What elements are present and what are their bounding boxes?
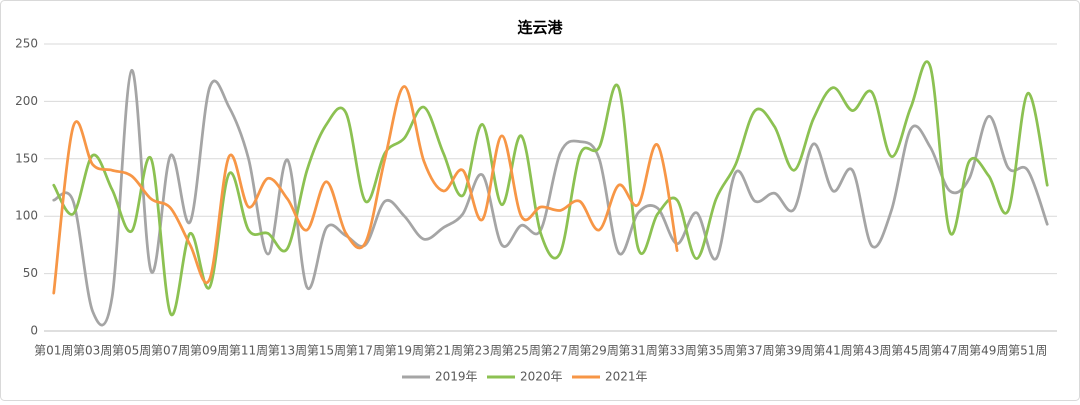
x-tick-label: 第25周	[502, 344, 541, 358]
x-tick-label: 第13周	[268, 344, 307, 358]
x-tick-label: 第43周	[852, 344, 891, 358]
series-line	[52, 85, 679, 295]
x-tick-label: 第01周	[34, 344, 73, 358]
series-line	[52, 60, 1049, 317]
x-tick-label: 第31周	[619, 344, 658, 358]
x-tick-label: 第51周	[1008, 344, 1047, 358]
x-tick-label: 第47周	[930, 344, 969, 358]
x-tick-label: 第21周	[424, 344, 463, 358]
x-tick-label: 第17周	[346, 344, 385, 358]
x-tick-label: 第41周	[813, 344, 852, 358]
x-tick-label: 第11周	[229, 344, 268, 358]
chart-title: 连云港	[517, 19, 563, 37]
legend-label: 2019年	[435, 370, 478, 384]
x-tick-label: 第37周	[735, 344, 774, 358]
y-tick-label: 150	[15, 151, 38, 165]
x-tick-label: 第23周	[463, 344, 502, 358]
x-tick-label: 第33周	[657, 344, 696, 358]
legend-label: 2021年	[605, 370, 648, 384]
x-tick-label: 第27周	[541, 344, 580, 358]
series-line	[52, 69, 1049, 327]
x-tick-label: 第45周	[891, 344, 930, 358]
y-tick-label: 250	[15, 37, 38, 51]
x-tick-label: 第07周	[151, 344, 190, 358]
x-tick-label: 第19周	[385, 344, 424, 358]
x-tick-label: 第05周	[112, 344, 151, 358]
y-tick-label: 100	[15, 209, 38, 223]
x-tick-label: 第15周	[307, 344, 346, 358]
x-tick-label: 第49周	[969, 344, 1008, 358]
y-tick-label: 0	[30, 324, 38, 338]
x-tick-label: 第09周	[190, 344, 229, 358]
x-tick-label: 第03周	[73, 344, 112, 358]
x-tick-label: 第29周	[580, 344, 619, 358]
x-tick-label: 第39周	[774, 344, 813, 358]
y-tick-label: 50	[23, 266, 38, 280]
y-tick-label: 200	[15, 94, 38, 108]
x-tick-label: 第35周	[696, 344, 735, 358]
legend-label: 2020年	[520, 370, 563, 384]
